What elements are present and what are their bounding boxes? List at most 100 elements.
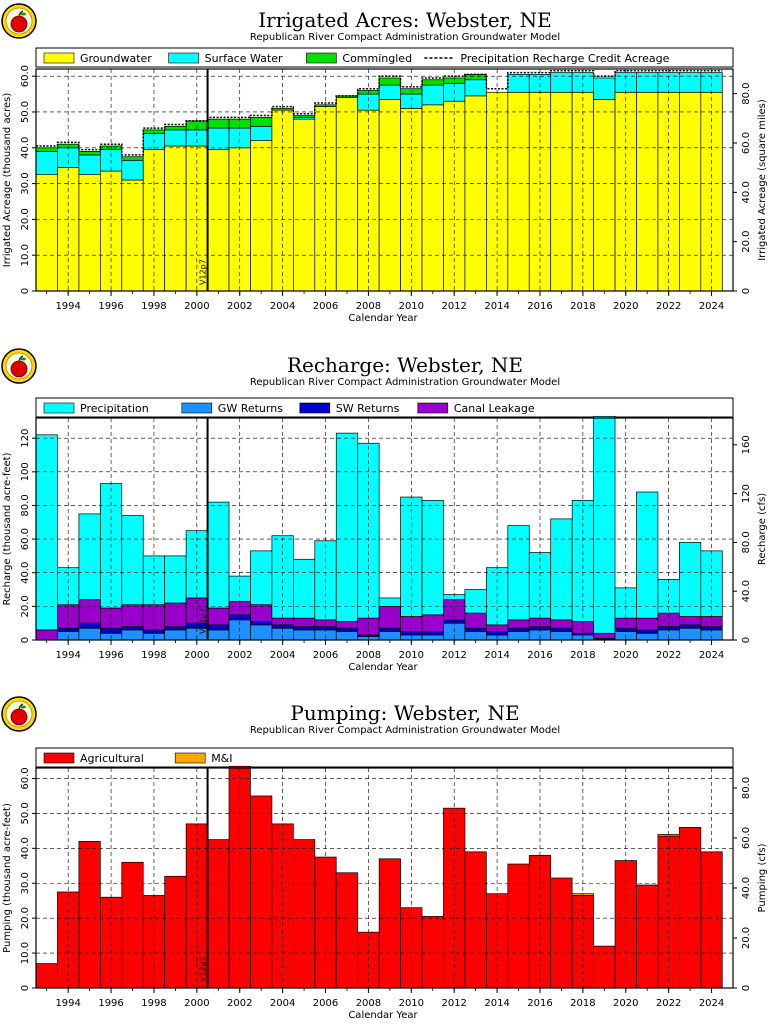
bar-segment (250, 604, 273, 622)
bar-segment (421, 79, 444, 86)
bar-segment (507, 91, 530, 292)
bar-segment (121, 861, 144, 989)
x-tick-label: 2000 (184, 301, 209, 312)
x-tick-label: 2018 (570, 998, 595, 1009)
bar-segment (207, 624, 230, 631)
legend-label: SW Returns (336, 402, 400, 415)
x-tick-label: 2008 (356, 650, 381, 661)
plot-frame (35, 767, 734, 989)
bar-segment (550, 631, 573, 641)
legend-swatch (168, 52, 199, 64)
x-tick-label: 1998 (141, 301, 166, 312)
bar-segment (293, 617, 316, 627)
x-axis-title: Calendar Year (348, 662, 418, 673)
bar-segment (293, 626, 316, 631)
bar-segment (164, 626, 187, 631)
chart-title: Irrigated Acres: Webster, NE (258, 8, 551, 32)
bar-segment (421, 104, 444, 292)
bar-segment (57, 147, 80, 168)
legend-label: Commingled (342, 52, 412, 65)
y-tick-label: 100 (20, 462, 31, 481)
bar-segment (293, 629, 316, 641)
bar-segment (614, 72, 637, 93)
x-tick-label: 1996 (98, 301, 123, 312)
y2-tick-label: 80.0 (741, 83, 752, 105)
x-tick-label: 2002 (227, 650, 252, 661)
x-tick-label: 2016 (527, 998, 552, 1009)
bar-segment (78, 627, 101, 641)
bar-segment (78, 151, 101, 156)
legend-label: M&I (211, 752, 232, 765)
x-tick-label: 1998 (141, 998, 166, 1009)
bar-segment (550, 91, 573, 292)
bar-segment (250, 795, 273, 989)
bar-segment (121, 156, 144, 161)
bar-segment (507, 863, 530, 989)
bar-segment (78, 174, 101, 292)
y2-tick-label: 120 (741, 484, 752, 503)
apple-logo-icon (1, 3, 37, 39)
x-tick-label: 2008 (356, 301, 381, 312)
bar-segment (550, 518, 573, 621)
bar-segment (679, 72, 702, 93)
series-line (36, 70, 723, 156)
bar-segment (35, 629, 58, 641)
x-tick-label: 2010 (399, 301, 424, 312)
bar-segment (121, 604, 144, 627)
x-tick-label: 2000 (184, 650, 209, 661)
bar-segment (593, 77, 616, 100)
y-tick-label: 40.0 (20, 837, 31, 859)
y-tick-label: 30.0 (20, 872, 31, 894)
x-tick-label: 2024 (699, 650, 724, 661)
legend-box (35, 47, 734, 68)
x-tick-label: 2010 (399, 998, 424, 1009)
x-axis-title: Calendar Year (348, 1010, 418, 1021)
logo-apple (10, 360, 28, 378)
legend-label: GW Returns (218, 402, 283, 415)
bar-segment (78, 599, 101, 624)
y-tick-label: 10.0 (20, 244, 31, 266)
bar-segment (250, 140, 273, 292)
bar-segment (121, 626, 144, 631)
y-tick-label: 0 (20, 637, 31, 643)
bar-segment (357, 109, 380, 292)
legend-swatch (417, 402, 449, 414)
bar-segment (507, 74, 530, 93)
bar-segment (636, 632, 659, 641)
bar-segment (679, 542, 702, 617)
bar-segment (464, 95, 487, 292)
x-tick-label: 2024 (699, 301, 724, 312)
y-axis-title: Recharge (thousand acre-feet) (2, 452, 13, 605)
x-tick-label: 2016 (527, 301, 552, 312)
y2-tick-label: 20.0 (741, 231, 752, 253)
bar-segment (293, 839, 316, 989)
logo-leaf (20, 12, 26, 16)
x-tick-label: 2006 (313, 650, 338, 661)
chart-title: Recharge: Webster, NE (287, 353, 523, 377)
y-tick-label: 40.0 (20, 137, 31, 159)
x-tick-label: 1994 (55, 650, 80, 661)
bar-segment (593, 945, 616, 989)
bar-segment (78, 622, 101, 629)
bar-segment (464, 74, 487, 81)
legend-label: Precipitation (80, 402, 149, 415)
x-tick-label: 2022 (656, 301, 681, 312)
bar-segment (679, 624, 702, 629)
logo-apple (10, 15, 28, 33)
bar-segment (121, 179, 144, 292)
logo-stem (18, 10, 24, 17)
bar-segment (250, 125, 273, 141)
bar-segment (99, 607, 123, 629)
bar-segment (164, 125, 187, 131)
x-tick-label: 2012 (441, 301, 466, 312)
y-tick-label: 120 (20, 429, 31, 448)
bar-segment (378, 99, 401, 292)
bar-segment (700, 72, 723, 93)
bar-segment (464, 589, 487, 614)
bar-segment (378, 84, 401, 100)
bar-segment (164, 629, 187, 641)
legend-box (35, 747, 734, 768)
bar-segment (378, 77, 401, 86)
legend-swatch (43, 52, 75, 64)
